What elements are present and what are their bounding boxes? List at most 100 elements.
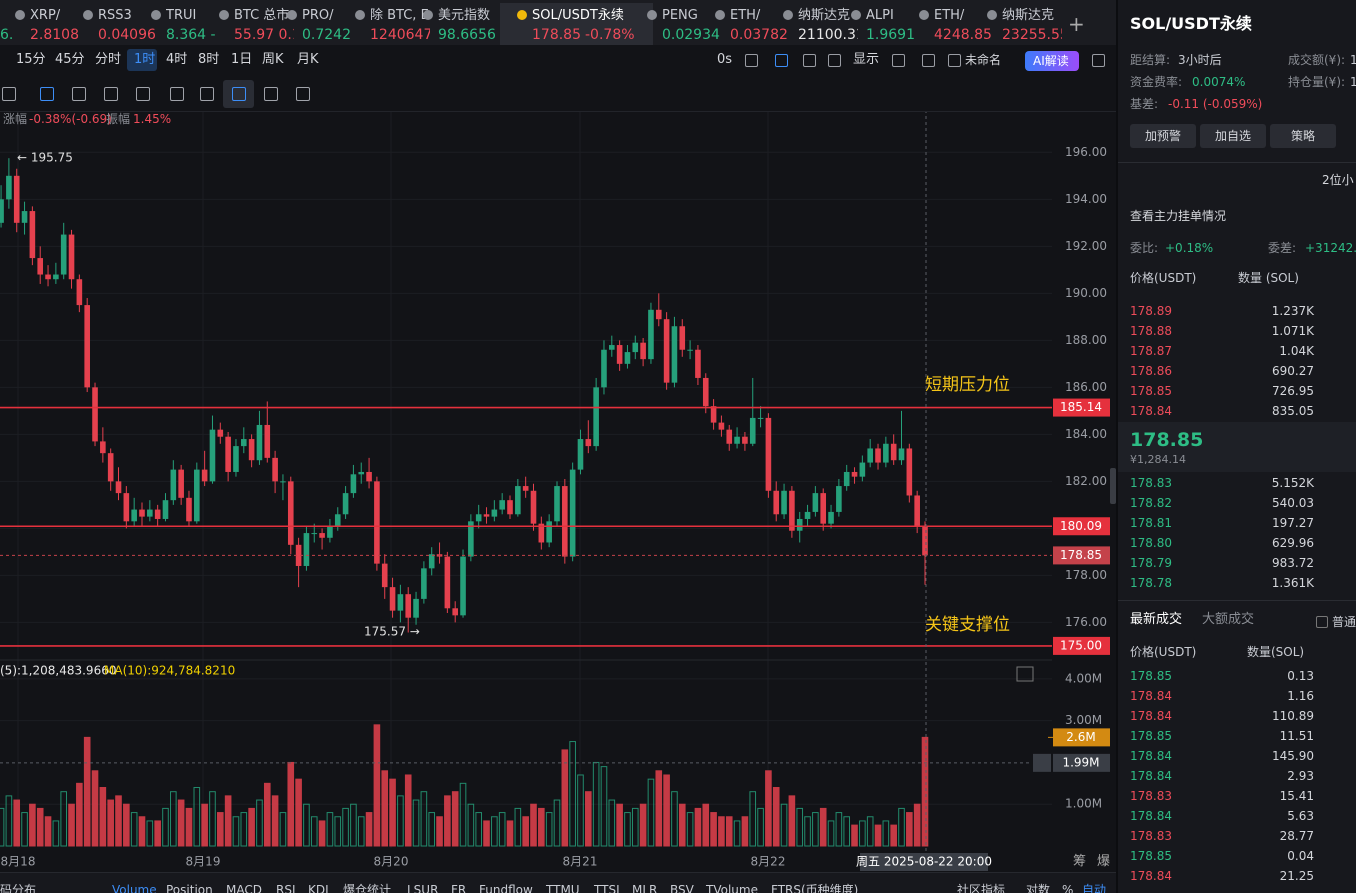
- tool-icon[interactable]: [828, 54, 841, 67]
- draw-tool[interactable]: [72, 87, 86, 101]
- tool-icon[interactable]: [1092, 54, 1105, 67]
- indicator-tab[interactable]: FR: [451, 883, 467, 893]
- tool-icon[interactable]: [892, 54, 905, 67]
- tab-name[interactable]: TRUI: [166, 8, 197, 23]
- indicator-tab[interactable]: 码分布: [0, 883, 37, 893]
- countdown[interactable]: 0s: [717, 52, 733, 67]
- draw-tool[interactable]: [264, 87, 278, 101]
- tab-name[interactable]: 除 BTC, E: [370, 8, 428, 23]
- tab-price[interactable]: 98.6656 0: [438, 27, 498, 43]
- bottom-option[interactable]: 社区指标: [957, 883, 1006, 893]
- checkbox[interactable]: [1316, 616, 1328, 628]
- ask-qty: 1.04K: [1279, 344, 1314, 358]
- indicator-tab[interactable]: TTMU: [546, 883, 580, 893]
- tab-name[interactable]: BTC 总市: [234, 8, 290, 23]
- tab-change[interactable]: -0.78%: [585, 27, 635, 43]
- indicator-tab[interactable]: FTRS(币种维度): [771, 883, 859, 893]
- tab-name[interactable]: XRP/: [30, 8, 61, 23]
- volume-bar: [749, 791, 757, 847]
- axis-side[interactable]: 筹: [1073, 854, 1087, 869]
- ai-button[interactable]: [1025, 51, 1079, 71]
- tab-price[interactable]: 1.9691: [866, 27, 915, 43]
- indicator-tab[interactable]: Position: [166, 883, 213, 893]
- layout-name[interactable]: 未命名: [965, 53, 1002, 67]
- normal-option[interactable]: 普通: [1332, 615, 1356, 629]
- candle-body: [836, 486, 842, 512]
- trade-tab[interactable]: 最新成交: [1130, 612, 1183, 627]
- interval[interactable]: 45分: [55, 52, 85, 67]
- indicator-tab[interactable]: KDJ: [308, 883, 329, 893]
- draw-tool[interactable]: [170, 87, 184, 101]
- tab-price[interactable]: 178.85: [532, 27, 581, 43]
- draw-tool[interactable]: [2, 87, 16, 101]
- volume-bar: [921, 736, 929, 847]
- interval[interactable]: 15分: [16, 52, 46, 67]
- panel-button[interactable]: 加预警: [1130, 124, 1196, 148]
- tab-price[interactable]: 23255.550: [1002, 27, 1062, 43]
- indicator-tab[interactable]: RSI: [276, 883, 296, 893]
- tab-price[interactable]: 2.8108: [30, 27, 79, 43]
- indicator-tab[interactable]: Fundflow: [479, 883, 533, 893]
- tab-name[interactable]: ETH/: [934, 8, 965, 23]
- main-orders[interactable]: 查看主力挂单情况: [1130, 209, 1227, 223]
- interval[interactable]: 周K: [262, 52, 284, 67]
- indicator-tab[interactable]: Volume: [112, 883, 157, 893]
- indicator-tab[interactable]: LSUR: [407, 883, 439, 893]
- interval[interactable]: 4时: [166, 52, 188, 67]
- interval[interactable]: 月K: [297, 52, 319, 67]
- tab-name[interactable]: 美元指数: [438, 8, 491, 23]
- indicator-tab[interactable]: 爆仓统计: [343, 883, 392, 893]
- interval[interactable]: 1时: [134, 52, 156, 67]
- indicator-tab[interactable]: BSV: [670, 883, 694, 893]
- tab-name[interactable]: ETH/: [730, 8, 761, 23]
- trade-tab[interactable]: 大额成交: [1202, 612, 1255, 627]
- tab-price[interactable]: 0.02934: [662, 27, 720, 43]
- interval[interactable]: 分时: [95, 52, 122, 67]
- tool-icon[interactable]: [775, 54, 788, 67]
- bottom-option[interactable]: 自动: [1082, 883, 1107, 893]
- interval[interactable]: 8时: [198, 52, 220, 67]
- indicator-tab[interactable]: TTSI: [594, 883, 620, 893]
- tab-name[interactable]: PENG: [662, 8, 698, 23]
- tab-price[interactable]: 12406472: [370, 27, 430, 43]
- indicator-tab[interactable]: TVolume: [706, 883, 758, 893]
- ai-label[interactable]: AI解读: [1033, 54, 1069, 68]
- tab-price[interactable]: 0.7242: [302, 27, 351, 43]
- volume-bar: [224, 795, 232, 847]
- tab-name[interactable]: 纳斯达克: [1002, 8, 1055, 23]
- tool-icon[interactable]: [948, 54, 961, 67]
- draw-tool[interactable]: [232, 87, 246, 101]
- indicator-tab[interactable]: MLR: [632, 883, 658, 893]
- draw-tool[interactable]: [136, 87, 150, 101]
- bottom-option[interactable]: %: [1062, 883, 1074, 893]
- tab-name[interactable]: ALPI: [866, 8, 894, 23]
- tool-icon[interactable]: [922, 54, 935, 67]
- add-tab[interactable]: +: [1068, 12, 1085, 36]
- draw-tool[interactable]: [40, 87, 54, 101]
- draw-tool[interactable]: [104, 87, 118, 101]
- draw-tool[interactable]: [200, 87, 214, 101]
- bottom-option[interactable]: 对数: [1026, 883, 1051, 893]
- tab-name[interactable]: SOL/USDT永续: [532, 8, 624, 23]
- axis-side[interactable]: 爆: [1097, 854, 1111, 869]
- bid-price: 178.83: [1130, 476, 1172, 490]
- interval[interactable]: 1日: [231, 52, 253, 67]
- panel-button[interactable]: 策略: [1270, 124, 1336, 148]
- tab-price[interactable]: 4248.85: [934, 27, 992, 43]
- draw-tool[interactable]: [296, 87, 310, 101]
- tab-name[interactable]: RSS3: [98, 8, 132, 23]
- tool-icon[interactable]: [745, 54, 758, 67]
- indicator-tab[interactable]: MACD: [226, 883, 262, 893]
- tab-price[interactable]: 0.04096: [98, 27, 156, 43]
- tab-price[interactable]: 21100.31: [798, 27, 858, 43]
- tool-icon[interactable]: [803, 54, 816, 67]
- panel-button[interactable]: 加自选: [1200, 124, 1266, 148]
- display[interactable]: 显示: [853, 52, 880, 67]
- decimals[interactable]: 2位小: [1322, 173, 1354, 187]
- tab-price[interactable]: 8.364 -: [166, 27, 216, 43]
- candle-body: [264, 424, 271, 458]
- tab-name[interactable]: 纳斯达克: [798, 8, 851, 23]
- tab-name[interactable]: PRO/: [302, 8, 334, 23]
- tab-price[interactable]: 0.03782: [730, 27, 788, 43]
- tab-price[interactable]: 55.97 0.1: [234, 27, 294, 43]
